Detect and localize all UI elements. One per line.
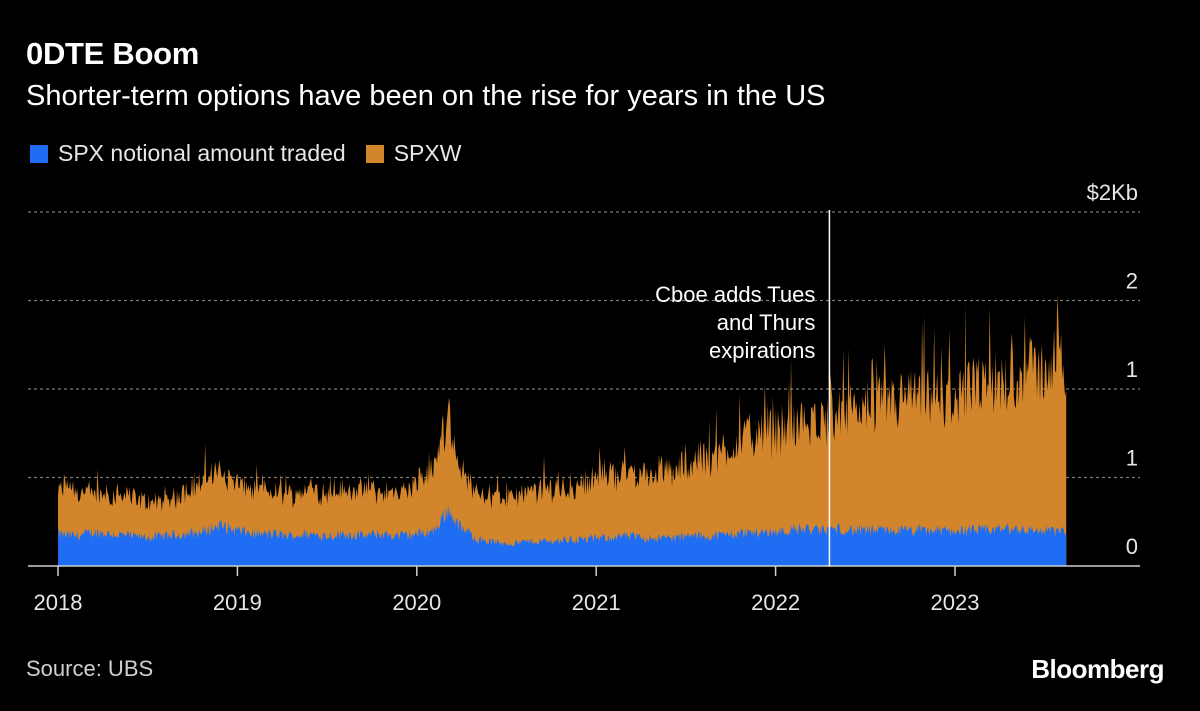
annotation-text-0-0: Cboe adds Tues <box>655 282 815 307</box>
source-note: Source: UBS <box>26 656 154 681</box>
y-tick-label-0: 0 <box>1126 534 1138 559</box>
legend-label-spx: SPX notional amount traded <box>58 140 346 166</box>
annotation-text-0-1: and Thurs <box>717 310 816 335</box>
x-tick-label-1: 2019 <box>213 590 262 615</box>
legend: SPX notional amount traded SPXW <box>30 140 481 167</box>
y-tick-label-3: 2 <box>1126 269 1138 294</box>
x-tick-label-3: 2021 <box>572 590 621 615</box>
legend-swatch-spx <box>30 144 48 163</box>
legend-item-spxw: SPXW <box>365 140 462 167</box>
legend-swatch-spxw <box>365 144 384 163</box>
annotation-text-0-2: expirations <box>709 338 815 363</box>
legend-label-spxw: SPXW <box>393 140 462 166</box>
chart-title: 0DTE Boom <box>26 36 199 71</box>
y-tick-label-2: 1 <box>1126 357 1138 382</box>
y-tick-label-4: $2Kb <box>1087 180 1138 205</box>
x-tick-label-0: 2018 <box>34 590 83 615</box>
series-area-spx <box>58 504 1067 566</box>
x-tick-label-2: 2020 <box>392 590 441 615</box>
x-tick-label-5: 2023 <box>931 590 980 615</box>
chart-subtitle: Shorter-term options have been on the ri… <box>26 80 826 112</box>
bloomberg-logo: Bloomberg <box>1031 654 1164 684</box>
y-tick-label-1: 1 <box>1126 446 1138 471</box>
x-tick-label-4: 2022 <box>751 590 800 615</box>
legend-item-spx: SPX notional amount traded <box>30 140 346 167</box>
series-area-spxw <box>58 295 1067 566</box>
